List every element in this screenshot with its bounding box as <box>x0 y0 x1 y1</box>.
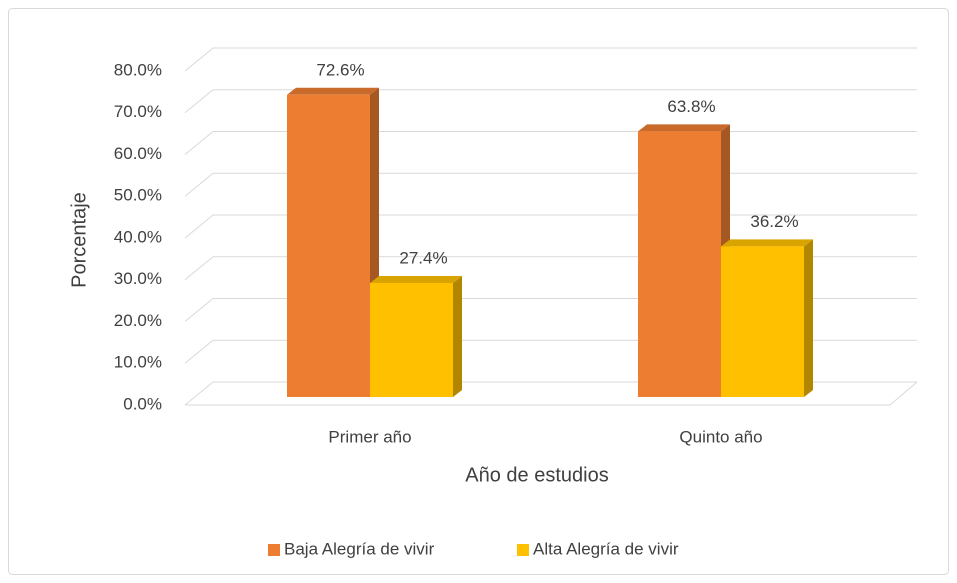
x-tick-label: Quinto año <box>679 427 762 446</box>
grid-line <box>184 256 214 281</box>
grid-line <box>184 89 214 114</box>
grid-line <box>184 47 214 72</box>
bar <box>721 246 804 397</box>
bar-top <box>370 275 462 283</box>
y-tick-label: 60.0% <box>114 144 162 163</box>
x-tick-label: Primer año <box>328 427 411 446</box>
bar-side <box>804 239 813 397</box>
grid-line <box>184 381 214 406</box>
legend-swatch <box>268 544 280 556</box>
bar <box>638 131 721 397</box>
data-label: 36.2% <box>750 212 798 231</box>
y-tick-label: 40.0% <box>114 227 162 246</box>
floor-line <box>889 381 918 406</box>
bar-top <box>721 239 813 247</box>
y-tick-label: 0.0% <box>123 394 162 413</box>
y-tick-label: 10.0% <box>114 353 162 372</box>
grid-line <box>184 131 214 155</box>
legend-swatch <box>517 544 529 556</box>
grid-line <box>184 172 214 197</box>
grid-line <box>184 339 214 364</box>
bar <box>370 282 453 397</box>
grid-line <box>184 214 214 239</box>
y-tick-label: 50.0% <box>114 186 162 205</box>
y-tick-label: 20.0% <box>114 311 162 330</box>
legend-label: Alta Alegría de vivir <box>533 539 679 558</box>
bar-top <box>287 87 379 95</box>
data-label: 63.8% <box>667 97 715 116</box>
legend-label: Baja Alegría de vivir <box>284 539 435 558</box>
y-tick-label: 70.0% <box>114 102 162 121</box>
data-label: 72.6% <box>316 60 364 79</box>
data-label: 27.4% <box>399 248 447 267</box>
x-axis-title: Año de estudios <box>465 464 608 486</box>
y-tick-label: 30.0% <box>114 269 162 288</box>
y-axis-title: Porcentaje <box>68 192 90 288</box>
bar-top <box>638 124 730 132</box>
grid-line <box>184 298 214 322</box>
bar-side <box>453 275 462 397</box>
bar <box>287 94 370 398</box>
y-tick-label: 80.0% <box>114 60 162 79</box>
